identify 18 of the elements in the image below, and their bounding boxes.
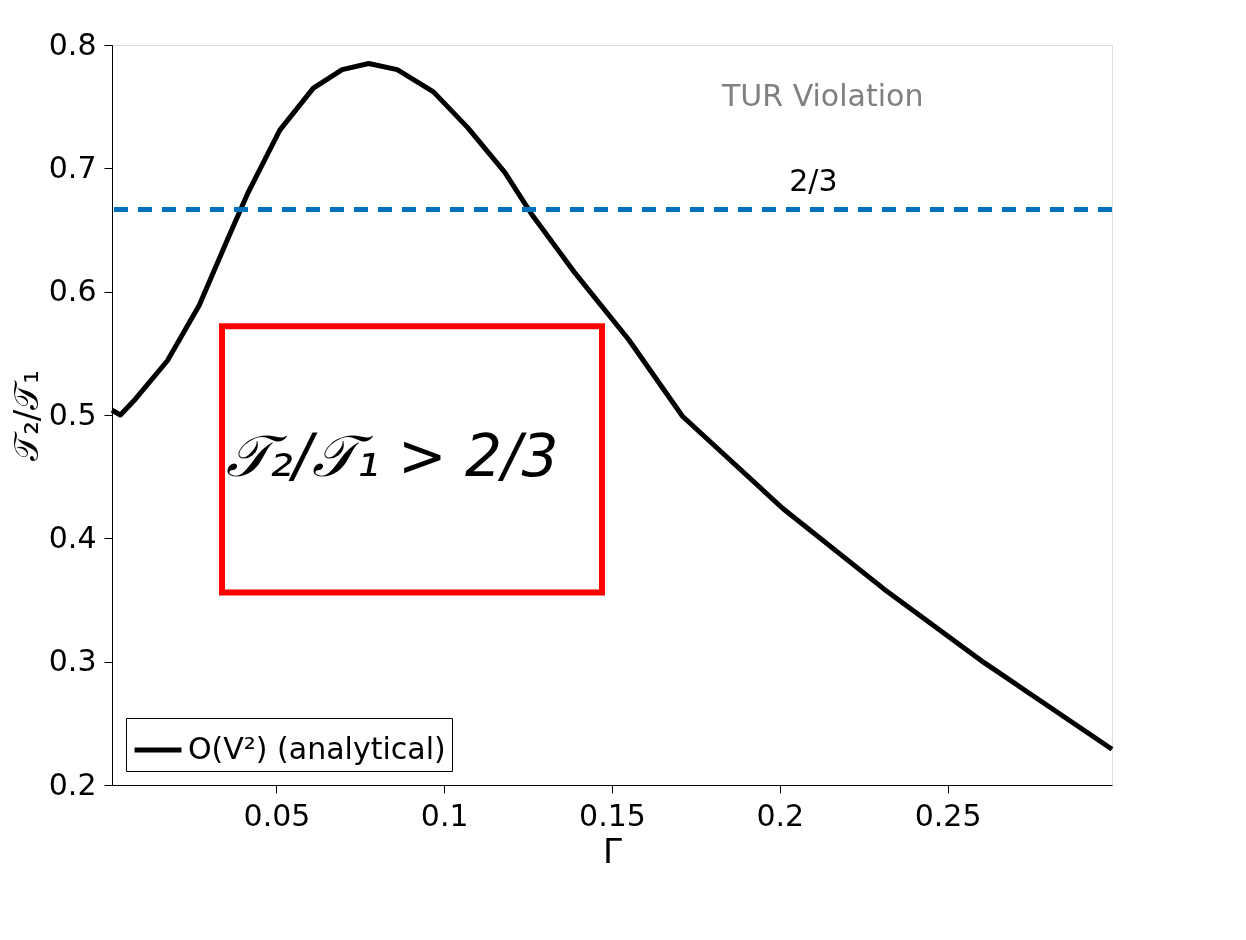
x-tick-label: 0.2	[756, 797, 805, 833]
legend-label: O(V²) (analytical)	[188, 731, 446, 766]
y-tick-label: 0.2	[48, 766, 97, 802]
y-tick-label: 0.8	[48, 26, 97, 62]
y-tick-label: 0.4	[48, 519, 97, 555]
y-tick-label: 0.6	[48, 273, 97, 309]
y-axis-title: 𝒯₂/𝒯₁	[5, 370, 46, 461]
y-tick-label: 0.7	[48, 149, 97, 185]
x-tick-label: 0.1	[420, 797, 469, 833]
x-tick-label: 0.15	[579, 797, 646, 833]
annotation: TUR Violation	[721, 77, 924, 113]
x-tick-label: 0.05	[243, 797, 311, 833]
y-tick-label: 0.5	[48, 396, 97, 432]
y-tick-label: 0.3	[48, 643, 97, 679]
annotation: 𝒯₂/𝒯₁ > 2/3	[225, 422, 559, 491]
x-axis-title: Γ	[603, 830, 623, 871]
x-tick-label: 0.25	[914, 797, 982, 833]
annotation: 2/3	[789, 163, 838, 199]
